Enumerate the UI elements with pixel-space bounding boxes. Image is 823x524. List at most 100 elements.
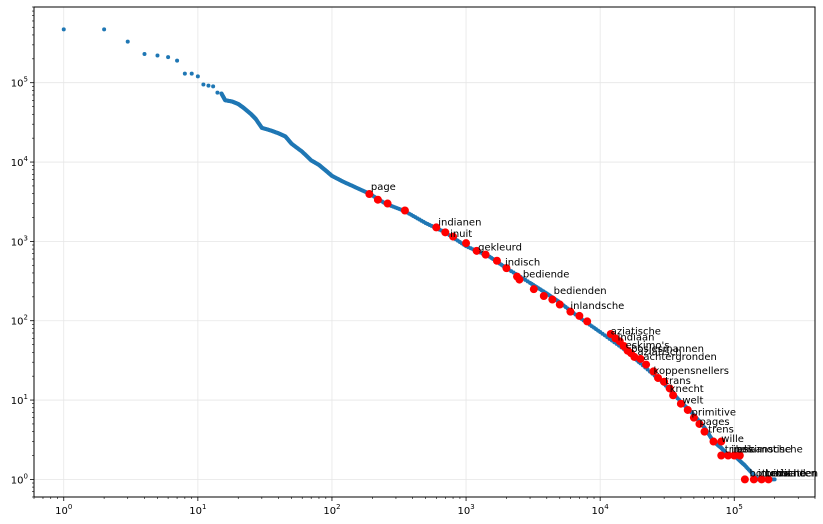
word-label: gekleurd [478,243,522,254]
x-tick-exponent: 4 [604,503,609,511]
y-tick-base: 10 [11,158,24,169]
word-label: inuit [450,229,472,240]
data-point [215,90,220,95]
highlighted-point [665,384,674,393]
word-label: koppensnellers [654,366,729,377]
word-label: indianen [438,217,481,228]
x-tick-base: 10 [726,506,739,517]
x-axis: 100 101 102 103 104 105 [33,497,816,517]
highlighted-point [717,437,726,446]
highlighted-point [735,451,744,460]
y-tick-exponent: 2 [24,314,28,322]
x-tick-label: 103 [457,503,474,517]
word-label: aziatisch [638,347,682,358]
y-tick-label: 104 [11,155,29,169]
grid [34,7,815,497]
data-point [421,219,426,224]
y-tick-base: 10 [11,396,24,407]
highlighted-point [764,475,773,484]
highlighted-point [654,373,663,382]
highlighted-point [548,295,557,304]
word-label: achtergronden [643,352,717,363]
highlighted-point [481,250,490,259]
highlighted-words-series [365,190,773,484]
data-point [182,71,187,76]
x-tick-base: 10 [189,506,202,517]
word-label: trans [665,376,691,387]
word-label: eskimo's [626,341,670,352]
highlighted-point [583,317,592,326]
highlighted-point [462,239,471,248]
word-label: indiaansche [731,445,791,456]
highlighted-point [649,367,658,376]
highlighted-point [695,419,704,428]
x-tick-base: 10 [323,506,336,517]
word-label: knecht [670,384,704,395]
highlighted-point [432,223,441,232]
highlighted-point [539,291,548,300]
data-point [166,55,171,60]
x-tick-exponent: 2 [336,503,340,511]
data-point [155,53,160,58]
y-tick-exponent: 4 [24,155,29,163]
y-tick-exponent: 1 [24,393,28,401]
highlighted-point [529,285,538,294]
data-point [195,74,200,79]
data-point [525,279,530,284]
data-point [201,82,206,87]
word-label: trens [708,424,734,435]
y-tick-exponent: 0 [24,472,28,480]
highlighted-point [555,300,564,309]
highlighted-point [730,451,739,460]
x-tick-label: 104 [592,503,610,517]
y-tick-base: 10 [11,237,24,248]
highlighted-point [515,275,524,284]
x-tick-label: 102 [323,503,340,517]
x-tick-label: 101 [189,503,206,517]
data-point [102,27,107,32]
y-tick-label: 105 [11,76,28,90]
word-label: aziatische [611,327,661,338]
data-point [211,84,216,89]
highlighted-point [373,195,382,204]
data-point [142,52,147,57]
data-point [596,328,601,333]
highlighted-point [700,427,709,436]
word-label: indisch [505,257,540,268]
data-point [175,58,180,63]
word-label: primitive [692,408,737,419]
y-tick-label: 102 [11,314,28,328]
data-point [189,71,194,76]
highlighted-point [724,451,733,460]
highlighted-point [676,399,685,408]
data-point [61,27,66,32]
x-tick-exponent: 5 [738,503,742,511]
word-label: bedienden [554,286,607,297]
highlighted-point [689,413,698,422]
word-label: inlandsche [570,301,624,312]
highlighted-point [441,228,450,237]
highlighted-point [365,190,374,199]
x-tick-exponent: 3 [470,503,474,511]
word-label: bosjesmannen [631,344,704,355]
x-tick-exponent: 1 [202,503,206,511]
highlighted-point [383,199,392,208]
highlighted-point [400,206,409,215]
word-label: eskimotische [737,445,803,456]
highlighted-point [740,475,749,484]
highlighted-point [717,451,726,460]
data-point [206,83,211,88]
highlighted-point [642,360,651,369]
y-tick-label: 101 [11,393,28,407]
y-tick-base: 10 [11,79,24,90]
y-tick-exponent: 5 [24,76,28,84]
word-label: bediende [523,270,570,281]
highlighted-point [636,354,645,363]
word-label: inuitische [758,468,806,479]
x-tick-base: 10 [55,506,68,517]
highlighted-point [472,246,481,255]
